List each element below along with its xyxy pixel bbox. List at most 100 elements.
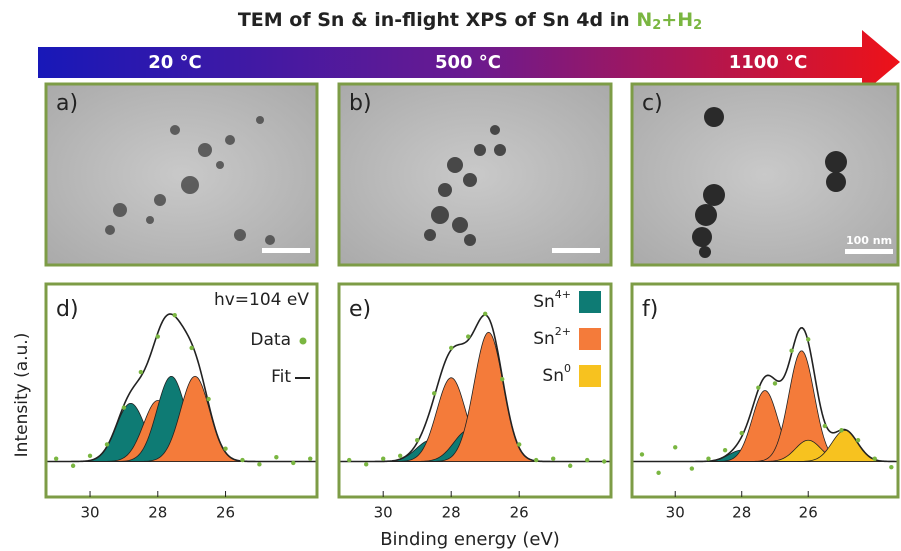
title-gas: +H (661, 9, 693, 31)
legend-swatch (579, 291, 601, 313)
x-tick-label: 30 (666, 504, 685, 522)
x-tick-label: 28 (148, 504, 167, 522)
data-point (223, 446, 228, 451)
particles (692, 107, 847, 258)
legend-label: Data (250, 330, 291, 350)
title-subscript: 2 (652, 18, 661, 33)
plot (632, 327, 898, 476)
panel-label: f) (642, 297, 658, 322)
data-point (415, 438, 420, 443)
data-point (240, 457, 245, 463)
x-tick-label: 30 (80, 504, 99, 522)
temperature-label: 20 °C (148, 52, 202, 73)
panel-frame (44, 282, 319, 499)
data-point (656, 470, 661, 476)
data-point (432, 391, 437, 396)
x-axis-label: Binding energy (eV) (380, 529, 560, 550)
data-point (87, 453, 93, 459)
data-point (466, 334, 471, 339)
tem-image (337, 82, 613, 267)
tem-images (44, 82, 900, 267)
data-point (398, 453, 403, 459)
data-point (639, 452, 645, 457)
legend-marker (299, 337, 307, 345)
data-point (739, 430, 744, 436)
data-point (534, 457, 539, 463)
data-point (602, 459, 607, 464)
fit-line (632, 327, 898, 463)
data-point (706, 456, 711, 461)
panel-label: b) (349, 91, 372, 116)
species-charge: 0 (564, 362, 571, 375)
data-point (291, 460, 296, 466)
data-point (104, 442, 110, 447)
particles (105, 116, 275, 245)
scale-bar (552, 248, 600, 253)
data-point (722, 447, 728, 453)
peak-component (339, 331, 611, 462)
data-point (155, 334, 160, 339)
legend-label: Sn0 (542, 362, 571, 386)
data-point (381, 456, 386, 461)
species-name: Sn (542, 366, 564, 386)
data-point (449, 345, 454, 351)
panel-label: d) (56, 297, 79, 322)
x-tick-label: 26 (216, 504, 235, 522)
fit-line (339, 314, 611, 463)
plot (46, 313, 317, 468)
y-axis-label: Intensity (a.u.) (12, 333, 32, 458)
data-point (70, 463, 76, 468)
legend-label: Sn4+ (533, 288, 571, 312)
data-point (551, 456, 556, 461)
particles (424, 125, 506, 246)
legend-swatch (579, 328, 601, 350)
species-name: Sn (533, 292, 555, 312)
data-point (500, 376, 505, 382)
data-point (257, 462, 262, 467)
data-point (121, 405, 127, 410)
data-point (756, 385, 761, 390)
data-point (673, 445, 678, 450)
title-subscript: 2 (693, 18, 702, 33)
panel-label: a) (56, 91, 78, 116)
panel-frame (337, 282, 613, 499)
species-charge: 2+ (555, 325, 571, 338)
legend-swatch (579, 365, 601, 387)
temperature-label: 500 °C (435, 52, 501, 73)
species-charge: 4+ (555, 288, 571, 301)
data-point (585, 457, 590, 463)
data-point (806, 337, 811, 342)
data-point (772, 381, 778, 386)
x-tick-label: 30 (374, 504, 393, 522)
data-point (689, 466, 695, 471)
title-text: TEM of Sn & in-flight XPS of Sn 4d in (238, 9, 636, 31)
data-point (138, 369, 144, 375)
data-point (889, 464, 894, 470)
species-name: Sn (533, 329, 555, 349)
data-point (274, 455, 279, 460)
legend-label: Sn2+ (533, 325, 571, 349)
data-point (172, 313, 177, 318)
x-tick-label: 28 (442, 504, 461, 522)
temperature-arrow (38, 30, 900, 94)
data-point (568, 463, 573, 468)
data-point (822, 423, 828, 429)
data-point (364, 462, 369, 467)
annotation: hv=104 eV (214, 290, 309, 310)
figure-title: TEM of Sn & in-flight XPS of Sn 4d in N2… (238, 9, 702, 33)
x-tick-label: 26 (799, 504, 818, 522)
data-point (308, 456, 313, 461)
data-point (789, 348, 794, 353)
data-point (839, 428, 844, 433)
panel-label: e) (349, 297, 371, 322)
tem-image (630, 82, 900, 267)
legend-label: Fit (271, 367, 291, 387)
data-point (53, 456, 59, 461)
title-gas: N (636, 9, 652, 31)
panel-label: c) (642, 91, 663, 116)
data-point (855, 438, 861, 443)
panel-frame (630, 282, 900, 499)
fit-line (46, 313, 317, 463)
data-point (517, 442, 522, 447)
